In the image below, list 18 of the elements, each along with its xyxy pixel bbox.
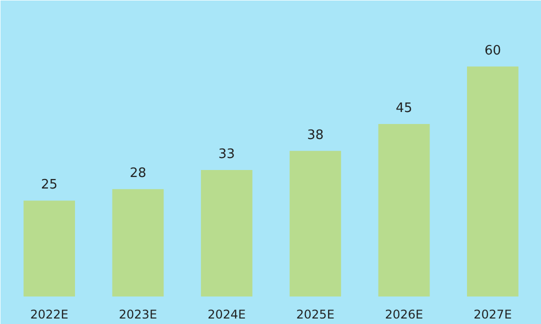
bar [290,150,342,296]
data-label: 33 [218,147,235,162]
bar [200,170,252,296]
data-label: 38 [307,128,324,143]
x-tick-label: 2027E [474,308,512,322]
bar [24,200,75,296]
data-label: 45 [396,101,412,116]
bar [112,189,164,296]
data-label: 25 [41,178,58,193]
x-tick-label: 2026E [384,308,424,322]
data-label: 60 [484,44,501,58]
bar [467,66,518,296]
data-label: 28 [130,166,146,182]
x-tick-label: 2023E [118,308,158,322]
x-tick-label: 2024E [208,308,246,322]
bar [378,124,430,296]
x-tick-label: 2022E [30,308,68,322]
x-tick-label: 2025E [296,308,334,322]
